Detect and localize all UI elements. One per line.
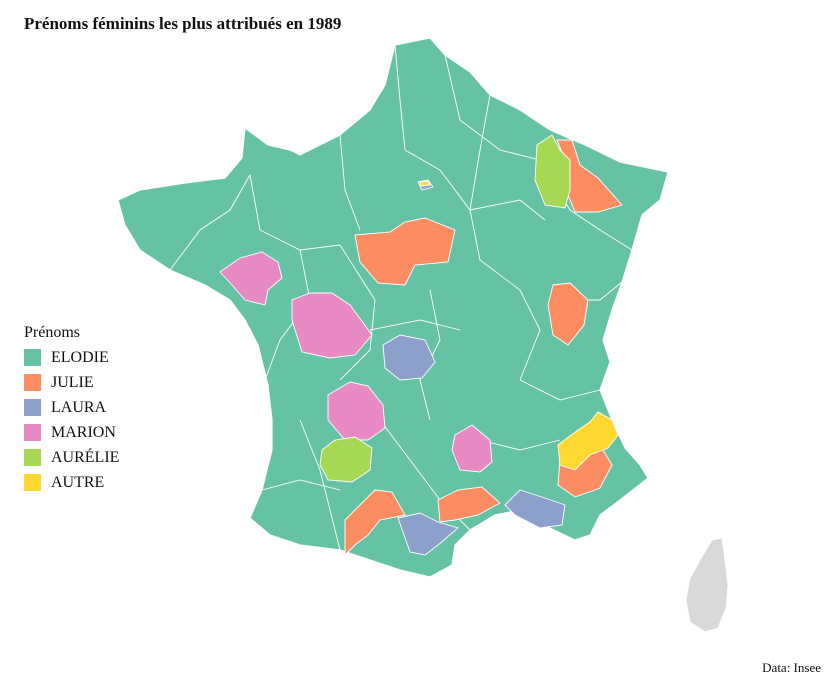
aurelie-regions — [319, 134, 571, 483]
marion-regions — [219, 251, 493, 473]
legend-item-laura: LAURA — [24, 395, 119, 420]
legend-label: JULIE — [51, 373, 94, 391]
legend-swatch — [24, 424, 41, 441]
legend-item-autre: AUTRE — [24, 470, 119, 495]
autre-regions — [419, 180, 619, 471]
legend: Prénoms ELODIE JULIE LAURA MARION AURÉLI… — [24, 324, 119, 495]
legend-item-aurelie: AURÉLIE — [24, 445, 119, 470]
corsica — [685, 537, 729, 633]
legend-swatch — [24, 349, 41, 366]
legend-swatch — [24, 474, 41, 491]
legend-item-elodie: ELODIE — [24, 345, 119, 370]
data-source: Data: Insee — [762, 660, 821, 675]
legend-item-julie: JULIE — [24, 370, 119, 395]
legend-swatch — [24, 399, 41, 416]
map-title: Prénoms féminins les plus attribués en 1… — [24, 14, 342, 33]
legend-label: LAURA — [51, 398, 107, 416]
legend-label: AUTRE — [51, 473, 105, 491]
department-borders — [169, 44, 633, 551]
mainland-france — [117, 37, 669, 578]
legend-item-marion: MARION — [24, 420, 119, 445]
legend-label: AURÉLIE — [51, 448, 120, 466]
legend-label: MARION — [51, 423, 116, 441]
legend-label: ELODIE — [51, 348, 109, 366]
laura-regions — [382, 179, 566, 556]
legend-swatch — [24, 449, 41, 466]
julie-regions — [344, 139, 623, 557]
legend-title: Prénoms — [24, 324, 80, 341]
legend-swatch — [24, 374, 41, 391]
